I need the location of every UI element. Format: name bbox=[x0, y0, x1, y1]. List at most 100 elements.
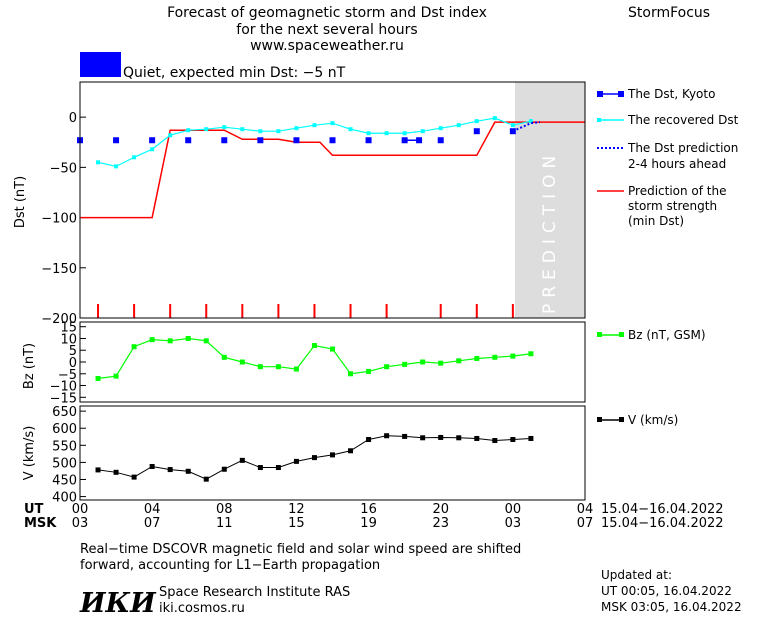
ut-tick-label: 04 bbox=[144, 502, 161, 517]
v-point bbox=[311, 455, 317, 461]
bz-point bbox=[239, 359, 245, 365]
legend-prediction-label-1: The Dst prediction bbox=[627, 141, 738, 155]
title-line-2: for the next several hours bbox=[236, 22, 417, 38]
v-point bbox=[203, 476, 209, 482]
y-tick-label: −15 bbox=[50, 391, 77, 406]
y-tick-label: 600 bbox=[52, 422, 77, 437]
kyoto-dst-point bbox=[437, 137, 444, 144]
recovered-dst-point bbox=[528, 119, 533, 124]
y-tick-label: −5 bbox=[58, 368, 77, 383]
v-point bbox=[131, 474, 137, 480]
v-panel: 650 600 550 500 450 400 V (km/s) bbox=[22, 405, 586, 506]
dst-plot bbox=[77, 116, 585, 318]
y-tick-label: 450 bbox=[52, 473, 77, 488]
bz-point bbox=[420, 359, 426, 365]
bz-frame bbox=[79, 321, 586, 403]
recovered-dst-point bbox=[456, 123, 461, 128]
recovered-dst-point bbox=[492, 116, 497, 121]
y-tick-label: 500 bbox=[52, 456, 77, 471]
msk-date-range: 15.04−16.04.2022 bbox=[601, 516, 724, 531]
bz-point bbox=[167, 338, 173, 344]
v-point bbox=[528, 435, 534, 441]
v-point bbox=[293, 458, 299, 464]
legend-bz-marker bbox=[619, 332, 624, 337]
v-plot bbox=[95, 433, 534, 482]
ut-tick-label: 08 bbox=[216, 502, 233, 517]
msk-tick-label: 15 bbox=[288, 516, 305, 531]
recovered-dst-point bbox=[168, 133, 173, 138]
status-color-box bbox=[80, 52, 121, 77]
v-point bbox=[384, 433, 390, 439]
y-tick-label: 650 bbox=[52, 405, 77, 420]
bz-point bbox=[456, 358, 462, 364]
v-y-axis: 650 600 550 500 450 400 bbox=[52, 405, 86, 506]
v-y-label: V (km/s) bbox=[22, 426, 37, 481]
y-tick-label: −200 bbox=[41, 312, 77, 327]
v-legend: V (km/s) bbox=[597, 413, 678, 427]
recovered-dst-point bbox=[114, 164, 119, 169]
v-point bbox=[167, 467, 173, 473]
msk-tick-label: 07 bbox=[144, 516, 161, 531]
bz-point bbox=[402, 361, 408, 367]
bz-point bbox=[149, 337, 155, 343]
y-tick-label: −10 bbox=[50, 380, 77, 395]
bz-point bbox=[293, 366, 299, 372]
iki-logo: ИКИ bbox=[79, 588, 157, 619]
legend-storm-label-2: storm strength bbox=[628, 199, 717, 213]
bz-legend: Bz (nT, GSM) bbox=[597, 328, 706, 342]
msk-tick-label: 19 bbox=[360, 516, 377, 531]
legend-recovered-label: The recovered Dst bbox=[627, 113, 739, 127]
v-point bbox=[257, 465, 263, 471]
dst-prediction-zone bbox=[515, 82, 585, 318]
updated-msk: MSK 03:05, 16.04.2022 bbox=[601, 600, 742, 614]
y-tick-label: −150 bbox=[41, 262, 77, 277]
bz-point bbox=[330, 346, 335, 352]
v-point bbox=[420, 435, 426, 441]
v-point bbox=[239, 457, 245, 463]
updated-label: Updated at: bbox=[601, 568, 672, 582]
y-tick-label: 15 bbox=[60, 321, 77, 336]
footer-note-line-1: Real−time DSCOVR magnetic field and sola… bbox=[80, 542, 521, 557]
msk-ticks: 03 07 11 15 19 23 03 07 bbox=[72, 516, 594, 531]
dst-y-axis: 0 −50 −100 −150 −200 bbox=[41, 111, 86, 327]
recovered-dst-point bbox=[312, 123, 317, 128]
ut-tick-label: 00 bbox=[505, 502, 522, 517]
legend-v-label: V (km/s) bbox=[628, 413, 678, 427]
legend-recovered-marker bbox=[597, 118, 601, 122]
recovered-dst-point bbox=[420, 129, 425, 134]
legend-kyoto-marker bbox=[597, 91, 603, 97]
footer-note-line-2: forward, accounting for L1−Earth propaga… bbox=[80, 558, 380, 573]
recovered-dst-point bbox=[132, 155, 137, 160]
recovered-dst-point bbox=[276, 129, 281, 134]
title-line-3: www.spaceweather.ru bbox=[250, 38, 404, 54]
y-tick-label: 0 bbox=[69, 356, 77, 371]
bz-point bbox=[348, 371, 354, 377]
y-tick-label: 400 bbox=[52, 491, 77, 506]
bz-point bbox=[131, 344, 137, 350]
v-point bbox=[221, 466, 227, 472]
bz-plot bbox=[95, 335, 534, 381]
bz-point bbox=[510, 353, 516, 359]
msk-tick-label: 11 bbox=[216, 516, 233, 531]
recovered-dst-point bbox=[240, 127, 245, 132]
recovered-dst-point bbox=[258, 129, 263, 134]
kyoto-dst-point bbox=[293, 137, 300, 144]
ut-tick-label: 04 bbox=[577, 502, 594, 517]
bz-y-label: Bz (nT) bbox=[22, 343, 37, 389]
institute-website[interactable]: iki.cosmos.ru bbox=[159, 601, 245, 616]
bz-point bbox=[311, 343, 317, 349]
bz-point bbox=[528, 351, 534, 357]
recovered-dst-point bbox=[366, 131, 371, 136]
ut-date-range: 15.04−16.04.2022 bbox=[601, 502, 724, 517]
v-point bbox=[275, 465, 281, 471]
bz-point bbox=[275, 364, 281, 370]
brand-name: StormFocus bbox=[628, 5, 710, 21]
bz-point bbox=[221, 354, 227, 360]
bz-point bbox=[492, 354, 498, 360]
bz-point bbox=[95, 375, 101, 381]
v-point bbox=[95, 467, 101, 473]
ut-ticks: 00 04 08 12 16 20 00 04 bbox=[72, 502, 594, 517]
bz-point bbox=[438, 360, 444, 366]
